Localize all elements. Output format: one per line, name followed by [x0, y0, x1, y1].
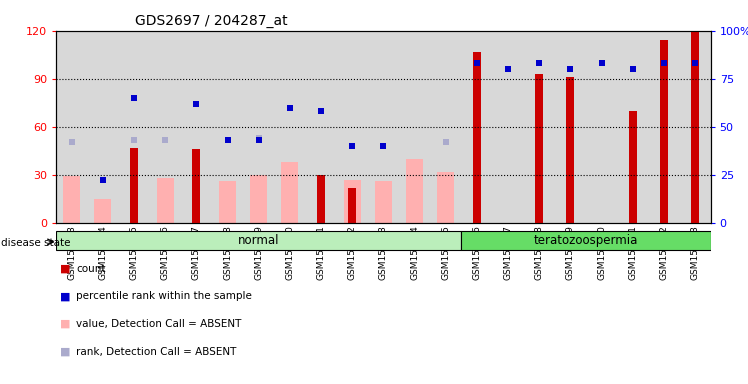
Bar: [691, 31, 699, 223]
Text: ■: ■: [60, 291, 70, 301]
Bar: [566, 77, 574, 223]
Bar: [192, 149, 200, 223]
Bar: [156, 178, 174, 223]
Bar: [368, 31, 399, 223]
Bar: [473, 51, 481, 223]
Bar: [679, 31, 711, 223]
Bar: [462, 31, 492, 223]
Bar: [250, 175, 267, 223]
Bar: [555, 31, 586, 223]
Bar: [94, 199, 111, 223]
Bar: [399, 31, 430, 223]
Bar: [660, 40, 668, 223]
Bar: [617, 31, 649, 223]
Bar: [130, 147, 138, 223]
Text: teratozoospermia: teratozoospermia: [534, 235, 638, 247]
Bar: [343, 180, 361, 223]
Bar: [219, 181, 236, 223]
Text: percentile rank within the sample: percentile rank within the sample: [76, 291, 252, 301]
Bar: [212, 31, 243, 223]
Bar: [63, 176, 80, 223]
Text: ■: ■: [60, 347, 70, 357]
Bar: [150, 31, 181, 223]
Bar: [317, 175, 325, 223]
Text: normal: normal: [238, 235, 280, 247]
Bar: [406, 159, 423, 223]
Bar: [88, 31, 118, 223]
Bar: [56, 31, 88, 223]
Bar: [181, 31, 212, 223]
Bar: [281, 162, 298, 223]
Bar: [275, 31, 305, 223]
Bar: [305, 31, 337, 223]
Bar: [430, 31, 462, 223]
Bar: [536, 74, 543, 223]
Text: count: count: [76, 264, 105, 274]
Bar: [492, 31, 524, 223]
Text: ■: ■: [60, 264, 70, 274]
Bar: [243, 31, 275, 223]
Text: rank, Detection Call = ABSENT: rank, Detection Call = ABSENT: [76, 347, 236, 357]
Bar: [337, 31, 368, 223]
Text: disease state: disease state: [1, 238, 70, 248]
Text: GDS2697 / 204287_at: GDS2697 / 204287_at: [135, 14, 287, 28]
Bar: [586, 31, 617, 223]
Bar: [649, 31, 679, 223]
Bar: [629, 111, 637, 223]
Bar: [375, 181, 392, 223]
Bar: [118, 31, 150, 223]
Bar: [524, 31, 555, 223]
Text: value, Detection Call = ABSENT: value, Detection Call = ABSENT: [76, 319, 242, 329]
Bar: [349, 187, 356, 223]
Text: ■: ■: [60, 319, 70, 329]
Bar: [56, 232, 462, 250]
Bar: [437, 172, 454, 223]
Bar: [462, 232, 711, 250]
